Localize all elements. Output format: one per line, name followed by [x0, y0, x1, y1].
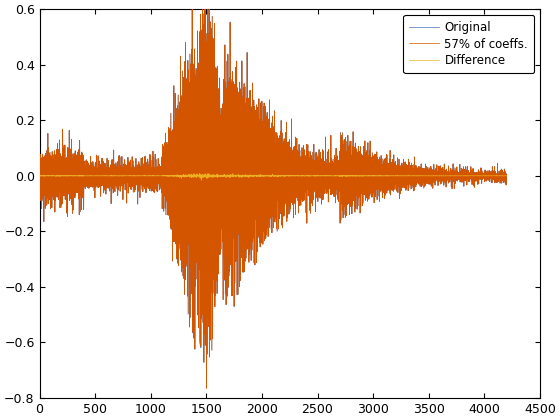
- 57% of coeffs.: [457, 169, 464, 174]
- Line: 57% of coeffs.: 57% of coeffs.: [40, 0, 506, 388]
- Difference: [503, 173, 510, 178]
- Difference: [218, 173, 225, 178]
- Difference: [337, 173, 343, 178]
- Original: [36, 173, 43, 178]
- 57% of coeffs.: [86, 176, 93, 181]
- Legend: Original, 57% of coeffs., Difference: Original, 57% of coeffs., Difference: [403, 15, 534, 73]
- Difference: [36, 173, 43, 178]
- Original: [236, 172, 243, 177]
- Original: [218, 134, 225, 139]
- Original: [86, 176, 93, 181]
- Original: [457, 169, 464, 174]
- 57% of coeffs.: [203, 386, 210, 391]
- Original: [337, 181, 343, 186]
- 57% of coeffs.: [503, 171, 510, 176]
- Original: [396, 173, 403, 178]
- 57% of coeffs.: [218, 134, 225, 139]
- Original: [203, 385, 210, 390]
- Difference: [198, 178, 205, 183]
- 57% of coeffs.: [337, 181, 343, 186]
- Line: Original: Original: [40, 0, 506, 388]
- Difference: [236, 174, 243, 179]
- Original: [503, 171, 510, 176]
- 57% of coeffs.: [396, 173, 403, 178]
- Line: Difference: Difference: [40, 173, 506, 180]
- Difference: [86, 173, 93, 178]
- 57% of coeffs.: [36, 172, 43, 177]
- Difference: [396, 173, 403, 178]
- 57% of coeffs.: [236, 173, 243, 178]
- Difference: [196, 171, 203, 176]
- Difference: [457, 173, 464, 178]
